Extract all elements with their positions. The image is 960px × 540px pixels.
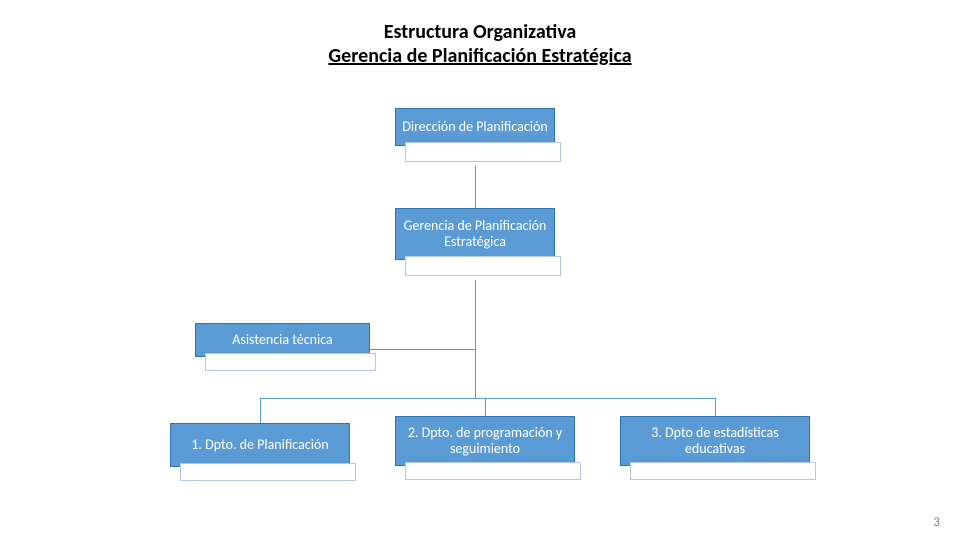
org-node-n2: Gerencia de Planificación Estratégica — [395, 208, 555, 276]
connector — [260, 398, 715, 399]
org-chart: Dirección de Planificación Gerencia de Pl… — [0, 78, 960, 518]
connector — [370, 349, 475, 350]
org-node-n1: Dirección de Planificación — [395, 108, 555, 162]
org-node-n6: 3. Dpto de estadísticas educativas — [620, 416, 810, 480]
org-node-subpanel — [405, 256, 561, 276]
title-line-2: Gerencia de Planificación Estratégica — [0, 44, 960, 68]
page-number: 3 — [933, 515, 940, 530]
title-block: Estructura Organizativa Gerencia de Plan… — [0, 0, 960, 78]
org-node-label: 2. Dpto. de programación y seguimiento — [395, 416, 575, 466]
org-node-subpanel — [205, 353, 376, 371]
org-node-label: Dirección de Planificación — [395, 108, 555, 146]
connector — [260, 398, 261, 423]
org-node-label: 3. Dpto de estadísticas educativas — [620, 416, 810, 466]
org-node-n3: Asistencia técnica — [195, 323, 370, 371]
connector — [475, 166, 476, 208]
org-node-n5: 2. Dpto. de programación y seguimiento — [395, 416, 575, 480]
org-node-label: Asistencia técnica — [195, 323, 370, 357]
org-node-label: 1. Dpto. de Planificación — [170, 423, 350, 467]
org-node-label: Gerencia de Planificación Estratégica — [395, 208, 555, 260]
org-node-subpanel — [405, 142, 561, 162]
title-line-1: Estructura Organizativa — [0, 20, 960, 44]
connector — [715, 398, 716, 416]
connector — [485, 398, 486, 416]
org-node-n4: 1. Dpto. de Planificación — [170, 423, 350, 481]
org-node-subpanel — [405, 462, 581, 480]
org-node-subpanel — [180, 463, 356, 481]
org-node-subpanel — [630, 462, 816, 480]
connector — [475, 280, 476, 398]
